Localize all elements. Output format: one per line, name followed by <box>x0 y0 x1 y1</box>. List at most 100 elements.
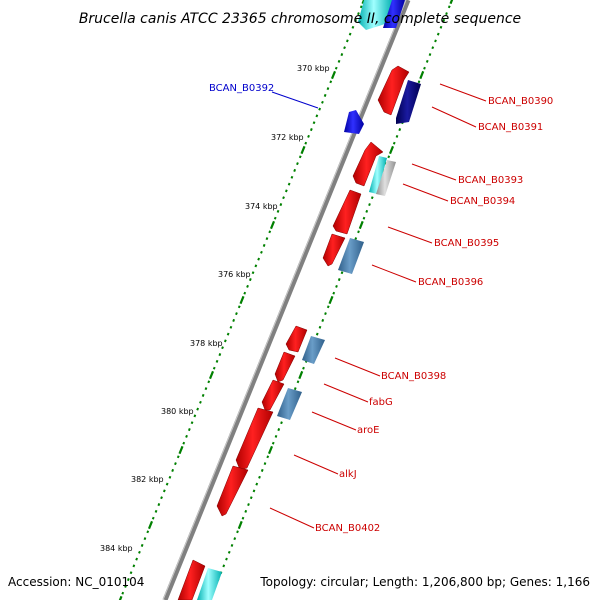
outer-ring-tick <box>182 441 186 445</box>
outer-ring-tick <box>154 509 158 513</box>
inner-ring-tick <box>321 318 325 322</box>
outer-ring-tick <box>307 134 310 138</box>
gene-fabg <box>274 351 296 383</box>
gene-bcan-b0391 <box>396 80 421 124</box>
gene-label-bcan-b0398: BCAN_B0398 <box>381 371 446 382</box>
outer-ring-tick <box>207 380 211 384</box>
gene-label-aroe: aroE <box>357 425 379 436</box>
outer-ring-tick <box>265 237 269 241</box>
inner-ring-tick <box>434 39 437 43</box>
outer-ring-tick <box>298 155 302 159</box>
outer-ring-tick <box>215 359 219 363</box>
inner-ring-tick <box>388 145 395 155</box>
gene-label-bcan-b0396: BCAN_B0396 <box>418 277 483 288</box>
outer-ring-tick <box>171 468 175 472</box>
inner-ring-tick <box>267 445 274 455</box>
gene-bcan-b0394-cyan <box>369 156 387 194</box>
outer-ring-tick <box>248 278 252 282</box>
outer-ring-tick <box>345 39 349 43</box>
inner-ring-tick <box>298 370 304 380</box>
inner-ring-tick <box>236 530 239 534</box>
gene-bcan-b0402 <box>216 465 249 517</box>
inner-ring-tick <box>258 475 261 479</box>
inner-ring-tick <box>398 128 402 132</box>
outer-ring-tick <box>357 12 360 16</box>
inner-ring-tick <box>328 295 334 305</box>
chromosome-backbone <box>162 0 411 600</box>
outer-ring-tick <box>147 520 154 530</box>
outer-ring-tick <box>190 421 194 425</box>
outer-ring-tick <box>312 121 316 125</box>
outer-tick-ring <box>118 0 366 600</box>
outer-ring-tick <box>282 196 285 200</box>
inner-ring-tick <box>230 543 234 547</box>
outer-ring-tick <box>126 578 130 582</box>
inner-ring-tick <box>362 216 366 220</box>
inner-ring-tick <box>233 537 237 541</box>
outer-ring-tick <box>251 271 255 275</box>
tick-label-382: 382 kbp <box>131 475 164 484</box>
inner-ring-tick <box>387 155 391 159</box>
inner-ring-tick <box>436 32 440 36</box>
tick-label-380: 380 kbp <box>161 407 194 416</box>
outer-ring-tick <box>276 209 280 213</box>
leader-bcan-b0395 <box>387 226 433 244</box>
outer-ring-tick <box>151 516 155 520</box>
outer-ring-tick <box>351 25 355 29</box>
gene-bcan-b0395 <box>332 189 362 235</box>
leader-bcan-b0398 <box>334 357 381 377</box>
outer-ring-tick <box>193 414 197 418</box>
inner-ring-tick <box>271 441 275 445</box>
leader-aroe <box>311 411 357 431</box>
outer-ring-tick <box>232 318 236 322</box>
outer-ring-tick <box>300 145 306 155</box>
outer-ring-tick <box>212 366 216 370</box>
outer-ring-tick <box>143 537 147 541</box>
outer-ring-tick <box>201 393 205 397</box>
outer-ring-tick <box>323 93 327 97</box>
gene-label-bcan-b0395: BCAN_B0395 <box>434 238 499 249</box>
outer-ring-tick <box>218 353 222 357</box>
gene-label-bcan-b0392: BCAN_B0392 <box>209 83 274 94</box>
gene-label-bcan-b0393: BCAN_B0393 <box>458 175 523 186</box>
outer-ring-tick <box>257 257 261 261</box>
outer-ring-tick <box>337 59 341 63</box>
accession-text: Accession: NC_010104 <box>8 575 144 589</box>
outer-ring-tick <box>196 407 200 411</box>
inner-ring-tick <box>442 18 446 22</box>
inner-ring-tick <box>227 550 231 554</box>
inner-ring-tick <box>274 434 278 438</box>
outer-ring-tick <box>118 595 123 600</box>
leader-bcan-b0392 <box>271 91 319 109</box>
inner-ring-tick <box>280 421 283 425</box>
gene-label-bcan-b0391: BCAN_B0391 <box>478 122 543 133</box>
tick-label-370: 370 kbp <box>297 64 330 73</box>
inner-ring-tick <box>447 5 451 9</box>
inner-ring-tick <box>368 203 371 207</box>
inner-ring-tick <box>340 271 344 275</box>
leader-bcan-b0402 <box>269 507 315 529</box>
gene-features <box>177 0 421 600</box>
outer-ring-tick <box>239 295 245 305</box>
outer-ring-tick <box>132 564 136 568</box>
outer-ring-tick <box>208 370 215 380</box>
outer-ring-tick <box>235 312 238 316</box>
outer-ring-tick <box>290 175 294 179</box>
gene-red-bottom <box>177 559 206 600</box>
outer-ring-tick <box>361 0 366 5</box>
inner-ring-tick <box>324 312 327 316</box>
tick-label-384: 384 kbp <box>100 544 133 553</box>
gene-blue-top <box>383 0 405 28</box>
outer-ring-tick <box>309 128 313 132</box>
tick-label-374: 374 kbp <box>245 202 278 211</box>
inner-ring-tick <box>370 196 374 200</box>
leader-fabg <box>323 383 369 403</box>
outer-ring-tick <box>229 325 233 329</box>
outer-ring-tick <box>138 550 141 554</box>
inner-ring-tick <box>302 366 305 370</box>
outer-ring-tick <box>262 243 266 247</box>
outer-ring-tick <box>273 216 277 220</box>
outer-ring-tick <box>354 18 358 22</box>
gene-aroe <box>277 388 302 420</box>
label-leader-lines <box>269 83 487 529</box>
